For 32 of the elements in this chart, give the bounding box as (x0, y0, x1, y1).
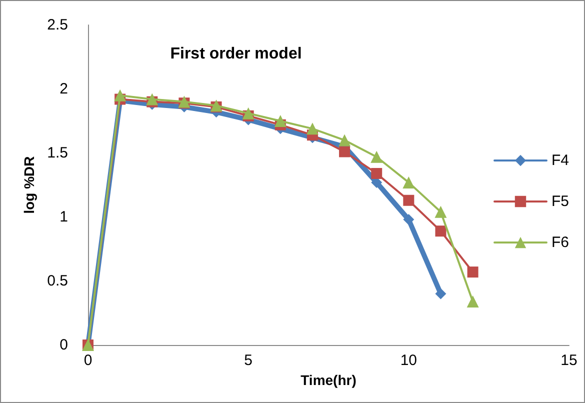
y-tick-label: 0 (60, 336, 68, 354)
point (467, 266, 478, 278)
point (338, 134, 351, 146)
point (371, 168, 382, 179)
y-axis-title: log %DR (21, 156, 38, 214)
point (435, 288, 446, 300)
x-tick-label: 10 (400, 352, 418, 369)
text: First order model (170, 46, 302, 62)
y-tick-label: 1 (60, 208, 68, 226)
x-tick-label: 15 (560, 352, 578, 369)
y-tick-label: 0.5 (47, 272, 68, 290)
point (114, 89, 126, 102)
point (403, 194, 414, 206)
y-tick-label: 2 (60, 80, 68, 98)
x-tick-label: 0 (84, 352, 92, 369)
y-tick-label: 1.5 (47, 144, 68, 162)
point (403, 214, 414, 226)
y-tick-label: 2.5 (47, 16, 68, 34)
point (434, 206, 447, 218)
point (435, 226, 446, 237)
point (339, 146, 350, 158)
legend-label: F5 (551, 193, 570, 210)
point (306, 122, 318, 135)
legend-label: F6 (551, 234, 570, 251)
x-tick-label: 5 (244, 352, 253, 369)
x-axis-title: Time(hr) (300, 372, 356, 388)
point (242, 107, 254, 120)
point (370, 150, 383, 163)
point (402, 176, 415, 188)
legend-label: F4 (551, 152, 570, 169)
point (466, 295, 479, 308)
point (274, 115, 286, 127)
